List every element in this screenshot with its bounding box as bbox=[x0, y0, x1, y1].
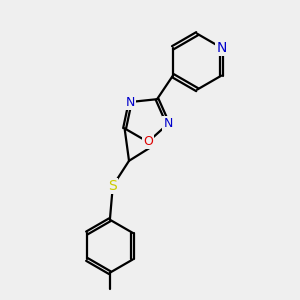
Text: S: S bbox=[108, 179, 117, 193]
Text: N: N bbox=[164, 117, 173, 130]
Text: N: N bbox=[125, 95, 135, 109]
Text: N: N bbox=[216, 41, 226, 55]
Text: O: O bbox=[143, 135, 153, 148]
